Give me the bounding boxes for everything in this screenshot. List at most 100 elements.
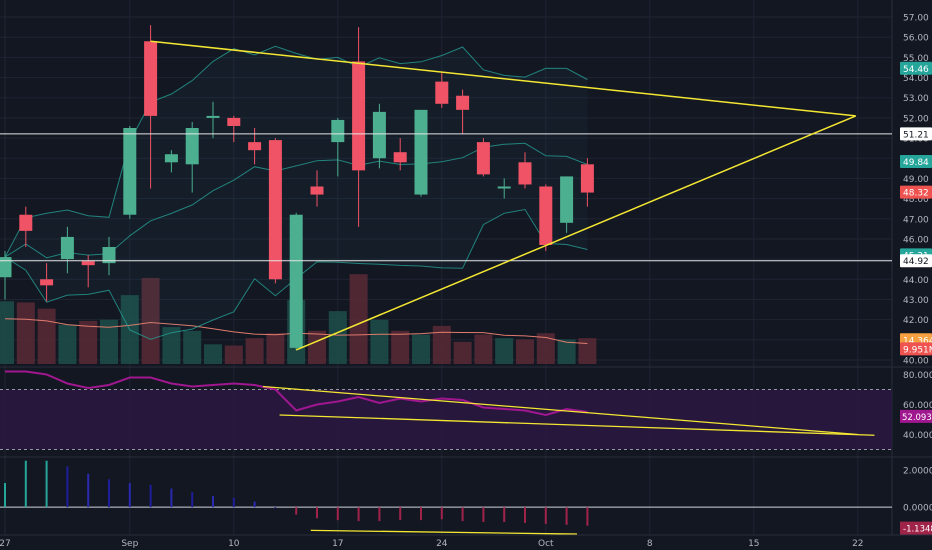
volume-bar-10: [204, 344, 222, 364]
macd-bar-28: [586, 507, 589, 526]
macd-bar-6: [128, 483, 131, 508]
macd-bar-26: [544, 507, 547, 524]
rsi-tick-1: 60.0000: [903, 401, 932, 411]
candle-body-8: [164, 154, 178, 163]
price-tag-text-3: 48.32: [903, 189, 929, 199]
candle-body-23: [476, 142, 490, 175]
volume-bar-13: [266, 333, 285, 364]
macd-value-tag-bg: [900, 521, 932, 535]
macd-bar-25: [524, 507, 526, 523]
price-tick-1: 56.00: [903, 34, 929, 44]
candle-body-28: [580, 164, 594, 193]
price-tag-text-5: 44.92: [903, 257, 929, 267]
volume-bar-9: [183, 330, 202, 364]
price-tick-11: 46.00: [903, 235, 929, 245]
macd-bar-2: [45, 460, 48, 508]
volume-bar-20: [412, 334, 430, 364]
macd-bar-15: [316, 507, 318, 519]
trendline-lower: [295, 115, 857, 351]
price-tag-text-6: 14.364M: [903, 336, 932, 346]
volume-bar-18: [370, 319, 389, 364]
price-tick-10: 47.00: [903, 215, 929, 225]
macd-bar-20: [420, 507, 422, 521]
rsi-value-tag-bg: [900, 409, 932, 423]
candle-body-13: [268, 140, 282, 280]
volume-bar-15: [308, 330, 326, 364]
macd-bar-1: [24, 460, 27, 508]
volume-bar-12: [245, 338, 264, 364]
candle-body-25: [518, 162, 532, 185]
time-axis: 27 Sep 10 17 24 Oct 8 15 22: [0, 534, 932, 549]
price-tick-3: 54.00: [903, 74, 929, 84]
macd-bar-19: [399, 507, 402, 521]
macd-panel: 2.0000 0.0000 -1.1348: [0, 460, 932, 535]
price-tick-4: 53.00: [903, 94, 929, 104]
price-tick-17: 40.00: [903, 356, 929, 366]
macd-bar-9: [191, 492, 194, 508]
candle-body-7: [144, 41, 158, 116]
candle-body-1: [19, 214, 33, 231]
price-tag-bg-7: [900, 342, 932, 356]
macd-bar-4: [87, 473, 90, 508]
macd-bar-27: [565, 507, 568, 525]
time-tick-2: 10: [228, 539, 240, 549]
candle-body-21: [435, 81, 449, 104]
volume-bar-16: [328, 311, 347, 364]
volume-bar-11: [224, 345, 243, 364]
price-tick-8: 49.00: [903, 175, 929, 185]
volume-bar-2: [37, 308, 56, 364]
candles: [0, 25, 594, 350]
candle-body-11: [227, 117, 241, 126]
triangle-trendlines: [150, 40, 857, 351]
price-tag-bg-1: [900, 127, 932, 141]
candle-body-24: [497, 186, 511, 189]
price-tag-bg-5: [900, 254, 932, 268]
rsi-tick-2: 40.0000: [903, 431, 932, 441]
volume-bar-7: [141, 277, 160, 364]
macd-bar-17: [357, 507, 360, 522]
trendline-upper: [150, 40, 856, 117]
candle-body-9: [185, 128, 199, 165]
macd-bar-7: [149, 484, 152, 508]
macd-bar-23: [482, 507, 485, 522]
price-tick-9: 48.00: [903, 195, 929, 205]
macd-bar-0: [4, 483, 6, 508]
candle-body-20: [414, 109, 428, 195]
price-tick-14: 43.00: [903, 296, 929, 306]
volume-bar-22: [453, 341, 472, 364]
macd-bar-5: [108, 479, 110, 508]
price-tag-text-2: 49.84: [903, 158, 929, 168]
price-tag-bg-0: [900, 61, 932, 75]
macd-bar-10: [212, 496, 214, 508]
horizontal-price-lines: [0, 133, 892, 262]
price-tick-5: 52.00: [903, 114, 929, 124]
grid: [0, 0, 932, 535]
price-tick-13: 44.00: [903, 276, 929, 286]
candle-body-5: [102, 247, 116, 264]
macd-tick-0: 2.0000: [903, 467, 932, 477]
macd-value-tag: -1.1348: [903, 525, 932, 535]
macd-bar-12: [253, 501, 256, 508]
macd-trendline: [310, 529, 578, 535]
candle-body-15: [310, 186, 324, 195]
rsi-panel: 80.0000 60.0000 40.0000 52.0939: [0, 370, 932, 450]
price-axis: 57.0056.0055.0054.0053.0052.0051.0050.00…: [900, 14, 932, 366]
volume-bar-8: [162, 327, 181, 364]
volume-bar-25: [516, 339, 534, 364]
rsi-value-tag: 52.0939: [902, 413, 932, 423]
macd-bar-22: [461, 507, 464, 522]
macd-bar-18: [378, 507, 381, 522]
rsi-line: [5, 370, 588, 417]
time-tick-0: 27: [0, 539, 11, 549]
time-tick-4: 24: [436, 539, 448, 549]
volume-bar-0: [0, 301, 14, 364]
candle-body-4: [81, 261, 95, 266]
macd-bar-21: [440, 507, 443, 520]
macd-bar-16: [336, 507, 339, 521]
price-tag-bg-3: [900, 185, 932, 199]
volume-bar-28: [578, 338, 597, 364]
price-tag-text-0: 54.46: [903, 65, 929, 75]
volume-bar-5: [100, 319, 118, 364]
rsi-trendline-upper: [262, 385, 858, 436]
